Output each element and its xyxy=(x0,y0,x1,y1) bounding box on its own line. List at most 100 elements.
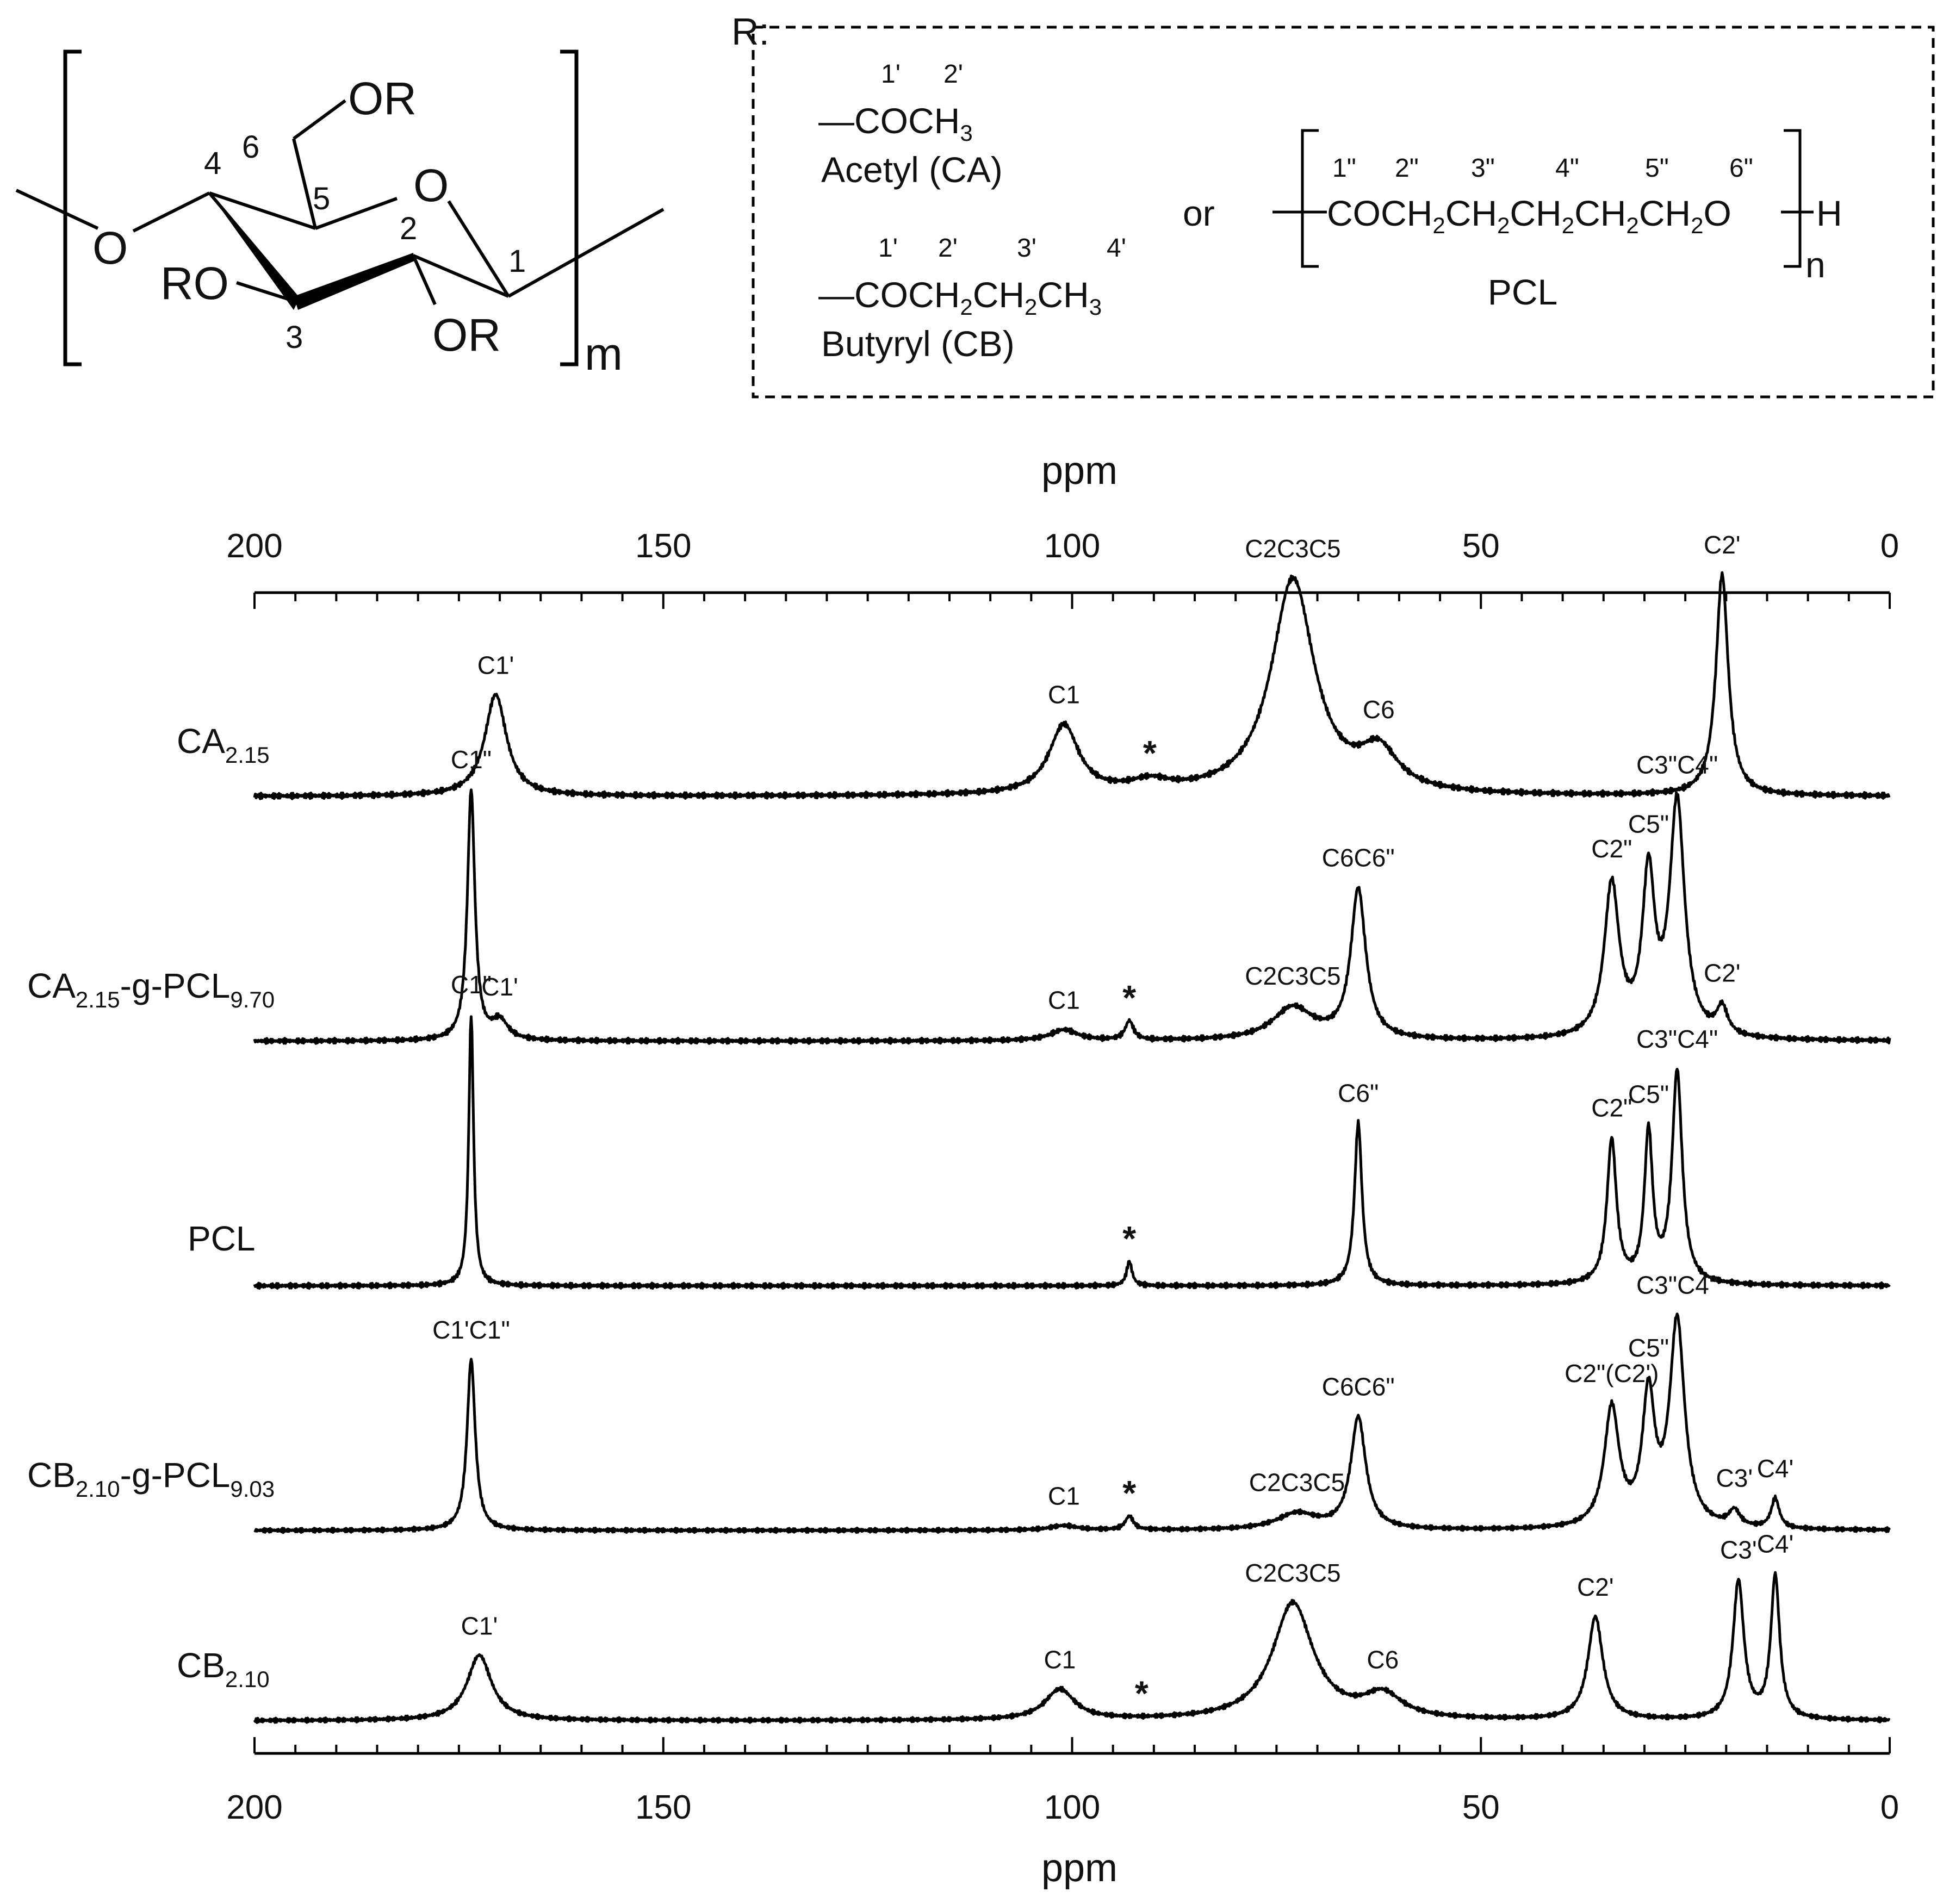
sample-label: PCL xyxy=(188,1219,256,1258)
sample-label: CB2.10 xyxy=(177,1646,270,1692)
spectra-plot: ppm ppm 200 150 100 50 0 200 150 100 50 0 C1' C1 *… xyxy=(27,449,1899,1890)
peak-label: C2" xyxy=(1591,835,1632,863)
top-tick-label: 100 xyxy=(1044,527,1100,565)
pcl-num-1: 1" xyxy=(1332,154,1356,183)
sample-labels: CA2.15 CA2.15-g-PCL9.70 PCL CB2.10-g-PCL9.0… xyxy=(27,721,275,1692)
pcl-num-3: 3" xyxy=(1471,154,1495,183)
peak-label: C5" xyxy=(1628,1334,1669,1362)
top-tick-label: 200 xyxy=(226,527,282,565)
position-6: 6 xyxy=(242,129,259,165)
peak-label: C1'C1" xyxy=(432,1316,510,1344)
pcl-num-4: 4" xyxy=(1555,154,1579,183)
peak-label: C3' xyxy=(1720,1535,1757,1564)
peak-label: C1 xyxy=(1044,1645,1076,1673)
substituent-box: R: 1' 2' —COCH3 Acetyl (CA) 1' 2' 3' 4' … xyxy=(731,10,1935,399)
acetyl-name: Acetyl (CA) xyxy=(821,150,1003,190)
peak-label: C1' xyxy=(481,973,518,1001)
peak-label: C1" xyxy=(451,970,492,999)
peak-label: C6C6" xyxy=(1322,844,1395,872)
dashed-frame xyxy=(752,26,1935,399)
bottom-tick-label: 150 xyxy=(635,1789,691,1826)
butyryl-num-1: 1' xyxy=(878,234,898,263)
bottom-tick-label: 200 xyxy=(226,1789,282,1826)
pcl-repeat-n: n xyxy=(1805,245,1826,285)
pcl-num-2: 2" xyxy=(1395,154,1419,183)
pcl-num-6: 6" xyxy=(1729,154,1753,183)
or-2: OR xyxy=(432,309,501,360)
peak-label: C6" xyxy=(1338,1079,1379,1107)
top-tick-label: 150 xyxy=(635,527,691,565)
spectrum-5 xyxy=(253,1571,1891,1724)
cellulose-structure: O O RO OR OR 1 2 3 4 5 6 m xyxy=(15,49,665,379)
peak-label: C5" xyxy=(1628,1080,1669,1109)
peak-label: C6C6" xyxy=(1322,1372,1395,1401)
top-tick-label: 0 xyxy=(1880,527,1899,565)
x-axis-title-top: ppm xyxy=(1041,449,1118,493)
left-bracket xyxy=(63,49,82,366)
artifact-marker: * xyxy=(1135,1673,1149,1713)
acetyl-formula: —COCH3 xyxy=(818,101,973,146)
sample-label: CB2.10-g-PCL9.03 xyxy=(27,1455,275,1502)
spectrum-3 xyxy=(253,1015,1891,1290)
peak-label: C2"(C2') xyxy=(1565,1359,1659,1387)
sample-label: CA2.15 xyxy=(177,721,270,768)
butyryl-num-2: 2' xyxy=(938,234,958,263)
pcl-formula: COCH2CH2CH2CH2CH2O xyxy=(1327,193,1731,238)
peak-label: C1' xyxy=(477,651,514,679)
pcl-end-group: H xyxy=(1816,193,1842,233)
artifact-marker: * xyxy=(1143,733,1157,773)
acetyl-num-1: 1' xyxy=(881,60,901,89)
ro-3: RO xyxy=(160,258,229,309)
acetyl-num-2: 2' xyxy=(943,60,963,89)
position-3: 3 xyxy=(285,320,303,355)
or-word: or xyxy=(1183,193,1215,233)
butyryl-name: Butyryl (CB) xyxy=(821,323,1015,364)
peak-label: C2' xyxy=(1577,1573,1614,1601)
peak-label: C1" xyxy=(451,745,492,774)
r-label: R: xyxy=(731,10,769,53)
position-2: 2 xyxy=(400,211,417,246)
or-6: OR xyxy=(348,73,417,124)
position-4: 4 xyxy=(204,146,221,181)
repeat-index-m: m xyxy=(585,328,623,379)
peak-label: C2" xyxy=(1591,1094,1632,1122)
peak-label: C6 xyxy=(1367,1645,1399,1673)
artifact-marker: * xyxy=(1122,1219,1136,1258)
bottom-tick-label: 100 xyxy=(1044,1789,1100,1826)
ring-oxygen: O xyxy=(413,160,449,211)
peak-label: C6 xyxy=(1363,695,1395,724)
peak-label: C2' xyxy=(1704,531,1741,559)
position-1: 1 xyxy=(508,244,526,279)
bottom-tick-label: 0 xyxy=(1880,1789,1899,1826)
artifact-marker: * xyxy=(1122,1473,1136,1513)
peak-label: C5" xyxy=(1628,810,1669,838)
peak-label: C1 xyxy=(1048,680,1080,708)
peak-label: C3' xyxy=(1716,1464,1753,1492)
spectrum-2 xyxy=(253,788,1891,1045)
peak-label: C2' xyxy=(1704,959,1741,987)
peak-label: C4' xyxy=(1757,1530,1794,1558)
spectrum-4 xyxy=(253,1312,1891,1534)
peak-label: C2C3C5 xyxy=(1245,962,1340,990)
bottom-axis: 200 150 100 50 0 xyxy=(226,1737,1899,1826)
artifact-marker: * xyxy=(1122,978,1136,1017)
peak-label: C3"C4" xyxy=(1636,750,1718,779)
pcl-name: PCL xyxy=(1488,272,1557,312)
position-5: 5 xyxy=(313,181,330,216)
peak-label: C1 xyxy=(1048,1482,1080,1510)
butyryl-formula: —COCH2CH2CH3 xyxy=(818,275,1102,320)
peak-label: C4' xyxy=(1757,1454,1794,1483)
top-axis: 200 150 100 50 0 xyxy=(226,527,1899,609)
top-tick-label: 50 xyxy=(1462,527,1500,565)
peak-label: C3"C4" xyxy=(1636,1271,1718,1299)
pcl-num-5: 5" xyxy=(1645,154,1669,183)
bottom-tick-label: 50 xyxy=(1462,1789,1500,1826)
x-axis-title-bottom: ppm xyxy=(1041,1846,1118,1890)
peak-label: C2C3C5 xyxy=(1245,1559,1340,1587)
right-bracket xyxy=(560,49,579,366)
peak-label: C2C3C5 xyxy=(1245,534,1340,563)
peak-label: C3"C4" xyxy=(1636,1025,1718,1053)
butyryl-num-3: 3' xyxy=(1017,234,1036,263)
